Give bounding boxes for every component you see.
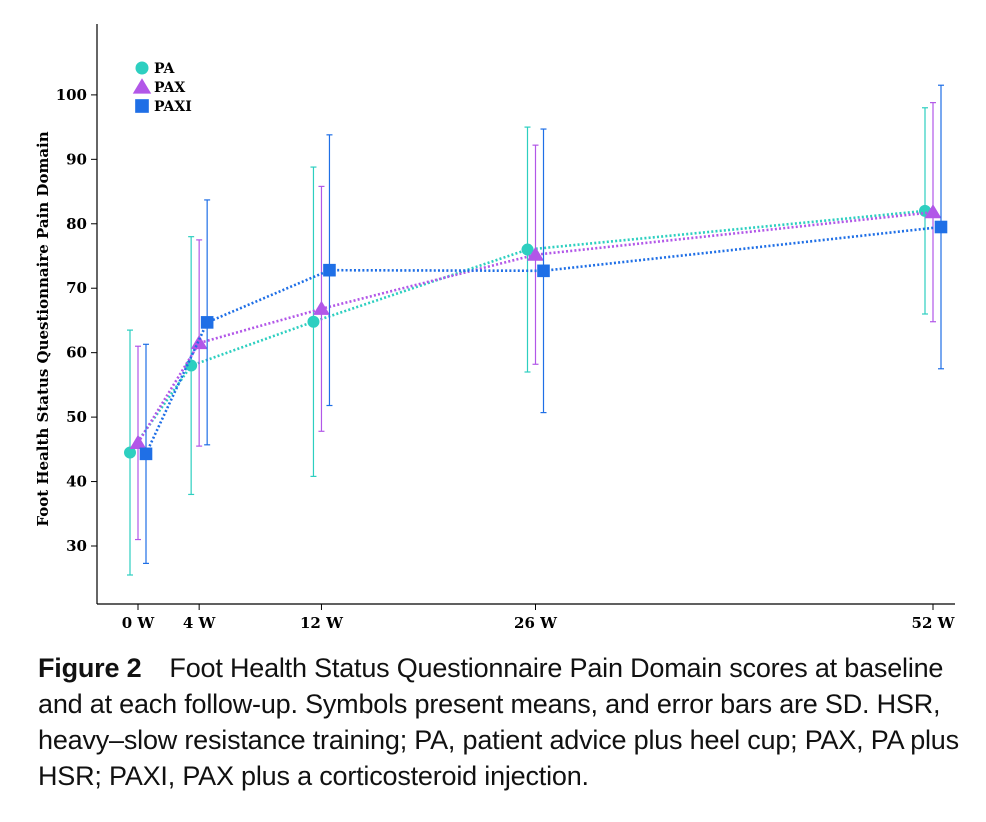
chart-legend: PA PAX PAXI — [132, 61, 192, 115]
figure-caption: Figure 2 Foot Health Status Questionnaire… — [38, 650, 973, 794]
data-point — [312, 300, 330, 315]
data-point — [185, 359, 198, 372]
data-point — [200, 316, 214, 329]
y-tick-label: 70 — [66, 279, 87, 297]
data-point — [323, 263, 336, 277]
legend-label-paxi: PAXI — [154, 99, 192, 115]
y-tick-label: 80 — [66, 215, 87, 233]
figure-caption-text: Foot Health Status Questionnaire Pain Do… — [38, 653, 959, 791]
legend-label-pax: PAX — [154, 80, 185, 96]
y-tick-label: 30 — [66, 537, 87, 555]
x-tick-label: 4 W — [183, 614, 217, 632]
figure-label: Figure 2 — [38, 653, 142, 683]
data-point — [307, 315, 320, 328]
series-pax — [129, 102, 942, 541]
y-tick-label: 100 — [56, 86, 87, 104]
chart-axes: 30 40 50 60 70 80 90 100 0 W 4 W 12 W 26 W 52 W Foot … — [34, 24, 956, 632]
legend-label-pa: PA — [154, 61, 176, 77]
y-tick-label: 60 — [66, 344, 87, 362]
data-point — [537, 264, 550, 278]
line-chart: 30 40 50 60 70 80 90 100 0 W 4 W 12 W 26 W 52 W Foot … — [34, 24, 956, 632]
series-pa — [124, 107, 931, 576]
data-point — [139, 447, 153, 461]
data-point — [521, 243, 534, 256]
data-point — [526, 246, 545, 261]
y-axis-title: Foot Health Status Questionnaire Pain Do… — [34, 131, 52, 526]
x-tick-label: 52 W — [912, 614, 956, 632]
y-tick-label: 50 — [66, 408, 87, 426]
data-point — [129, 434, 147, 449]
chart-series-layer — [124, 84, 948, 576]
series-paxi — [139, 84, 948, 565]
x-tick-label: 26 W — [514, 614, 558, 632]
y-tick-label: 90 — [66, 150, 87, 168]
legend-marker-pa — [135, 61, 149, 75]
data-point — [924, 204, 942, 219]
data-point — [124, 446, 136, 459]
x-tick-label: 12 W — [300, 614, 344, 632]
data-point — [934, 220, 948, 234]
legend-marker-pax — [132, 78, 152, 94]
y-tick-label: 40 — [66, 473, 87, 491]
x-tick-label: 0 W — [122, 614, 156, 632]
legend-marker-paxi — [135, 99, 149, 113]
